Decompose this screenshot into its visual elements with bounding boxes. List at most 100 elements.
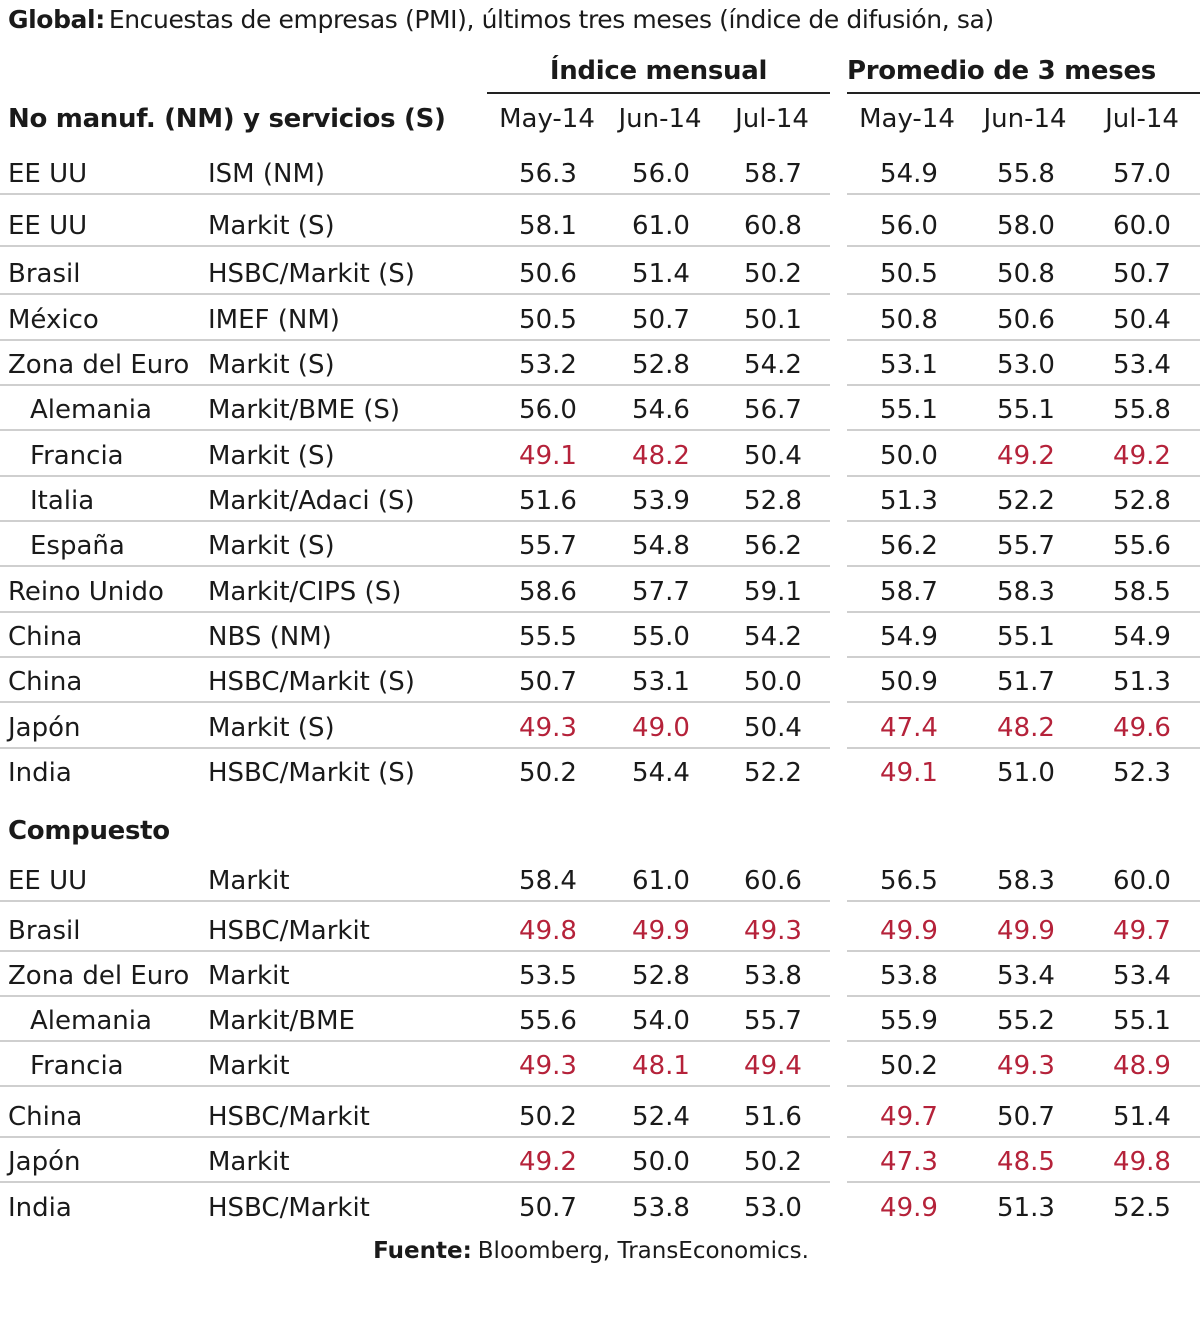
month-header-monthly-3: Jul-14 [735, 104, 809, 134]
value-monthly-may: 56.0 [519, 395, 577, 425]
table-title: Global: Encuestas de empresas (PMI), últi… [8, 5, 994, 34]
value-avg3-jun: 58.3 [997, 866, 1055, 896]
value-monthly-jul: 60.8 [744, 211, 802, 241]
value-avg3-may: 49.7 [880, 1102, 938, 1132]
row-country: España [30, 531, 125, 561]
row-source: Markit [208, 1051, 290, 1081]
value-avg3-jul: 55.8 [1113, 395, 1171, 425]
row-country: China [8, 622, 83, 652]
table-row: Brasil HSBC/Markit 49.8 49.9 49.3 49.9 49.9 49.… [0, 911, 1200, 952]
value-monthly-may: 51.6 [519, 486, 577, 516]
value-monthly-jul: 53.0 [744, 1193, 802, 1223]
value-avg3-jul: 53.4 [1113, 350, 1171, 380]
value-avg3-jul: 49.7 [1113, 916, 1171, 946]
value-avg3-jul: 60.0 [1113, 866, 1171, 896]
value-monthly-may: 49.1 [519, 441, 577, 471]
row-country: Zona del Euro [8, 961, 190, 991]
row-divider [847, 565, 1200, 567]
value-monthly-may: 49.8 [519, 916, 577, 946]
row-source: Markit/CIPS (S) [208, 577, 402, 607]
row-source: Markit (S) [208, 211, 335, 241]
table-row: China HSBC/Markit 50.2 52.4 51.6 49.7 50.7 51.4 [0, 1097, 1200, 1138]
row-divider [0, 245, 830, 247]
value-monthly-jun: 56.0 [632, 159, 690, 189]
group-header-avg3: Promedio de 3 meses [847, 56, 1156, 86]
value-avg3-jun: 51.0 [997, 758, 1055, 788]
value-avg3-jun: 50.8 [997, 259, 1055, 289]
value-avg3-jun: 50.6 [997, 305, 1055, 335]
value-avg3-jun: 53.0 [997, 350, 1055, 380]
row-source: Markit/Adaci (S) [208, 486, 415, 516]
value-monthly-jun: 48.1 [632, 1051, 690, 1081]
table-row: India HSBC/Markit (S) 50.2 54.4 52.2 49.1 51.0… [0, 753, 1200, 793]
value-monthly-jul: 51.6 [744, 1102, 802, 1132]
value-avg3-jun: 48.5 [997, 1147, 1055, 1177]
row-source: NBS (NM) [208, 622, 332, 652]
value-monthly-jul: 52.8 [744, 486, 802, 516]
row-divider [847, 950, 1200, 952]
row-divider [0, 339, 830, 341]
value-monthly-jun: 57.7 [632, 577, 690, 607]
row-country: Zona del Euro [8, 350, 190, 380]
value-monthly-may: 56.3 [519, 159, 577, 189]
row-source: Markit (S) [208, 441, 335, 471]
value-avg3-jun: 51.3 [997, 1193, 1055, 1223]
row-divider [847, 429, 1200, 431]
value-avg3-may: 51.3 [880, 486, 938, 516]
value-avg3-may: 47.4 [880, 713, 938, 743]
value-monthly-may: 50.7 [519, 667, 577, 697]
table-row: España Markit (S) 55.7 54.8 56.2 56.2 55.7 55.6 [0, 526, 1200, 567]
value-avg3-jul: 60.0 [1113, 211, 1171, 241]
value-monthly-may: 49.3 [519, 1051, 577, 1081]
row-divider [847, 384, 1200, 386]
value-monthly-jul: 54.2 [744, 622, 802, 652]
row-divider [0, 520, 830, 522]
row-divider [847, 1040, 1200, 1042]
value-avg3-may: 54.9 [880, 159, 938, 189]
value-avg3-jul: 50.7 [1113, 259, 1171, 289]
value-avg3-jun: 48.2 [997, 713, 1055, 743]
row-divider [0, 565, 830, 567]
row-divider [0, 900, 830, 902]
row-divider [847, 293, 1200, 295]
row-country: China [8, 667, 83, 697]
value-avg3-may: 58.7 [880, 577, 938, 607]
row-divider [847, 1085, 1200, 1087]
value-avg3-jul: 49.2 [1113, 441, 1171, 471]
month-header-monthly-1: May-14 [499, 104, 595, 134]
value-avg3-may: 49.9 [880, 1193, 938, 1223]
value-monthly-may: 50.6 [519, 259, 577, 289]
value-avg3-may: 56.5 [880, 866, 938, 896]
value-avg3-jul: 51.4 [1113, 1102, 1171, 1132]
value-avg3-may: 49.9 [880, 916, 938, 946]
value-avg3-jul: 55.1 [1113, 1006, 1171, 1036]
value-avg3-jul: 54.9 [1113, 622, 1171, 652]
value-monthly-jun: 54.0 [632, 1006, 690, 1036]
value-monthly-jul: 50.1 [744, 305, 802, 335]
value-monthly-jun: 54.4 [632, 758, 690, 788]
value-monthly-may: 55.6 [519, 1006, 577, 1036]
row-divider [0, 293, 830, 295]
row-country: Italia [30, 486, 95, 516]
value-monthly-jul: 49.4 [744, 1051, 802, 1081]
table-row: Zona del Euro Markit (S) 53.2 52.8 54.2 53.1 5… [0, 345, 1200, 386]
row-country: India [8, 1193, 72, 1223]
table-row: China HSBC/Markit (S) 50.7 53.1 50.0 50.9 51.7… [0, 662, 1200, 703]
value-monthly-jun: 50.0 [632, 1147, 690, 1177]
row-divider [0, 701, 830, 703]
section-header-services: No manuf. (NM) y servicios (S) [8, 104, 446, 134]
value-avg3-jul: 55.6 [1113, 531, 1171, 561]
value-avg3-jul: 52.3 [1113, 758, 1171, 788]
row-country: China [8, 1102, 83, 1132]
row-country: EE UU [8, 866, 88, 896]
row-source: HSBC/Markit [208, 1193, 370, 1223]
row-country: Reino Unido [8, 577, 164, 607]
value-monthly-jun: 49.9 [632, 916, 690, 946]
value-avg3-may: 55.1 [880, 395, 938, 425]
value-monthly-may: 55.5 [519, 622, 577, 652]
row-source: ISM (NM) [208, 159, 326, 189]
value-avg3-may: 50.0 [880, 441, 938, 471]
row-source: Markit/BME (S) [208, 395, 401, 425]
value-monthly-jul: 55.7 [744, 1006, 802, 1036]
value-avg3-jun: 51.7 [997, 667, 1055, 697]
